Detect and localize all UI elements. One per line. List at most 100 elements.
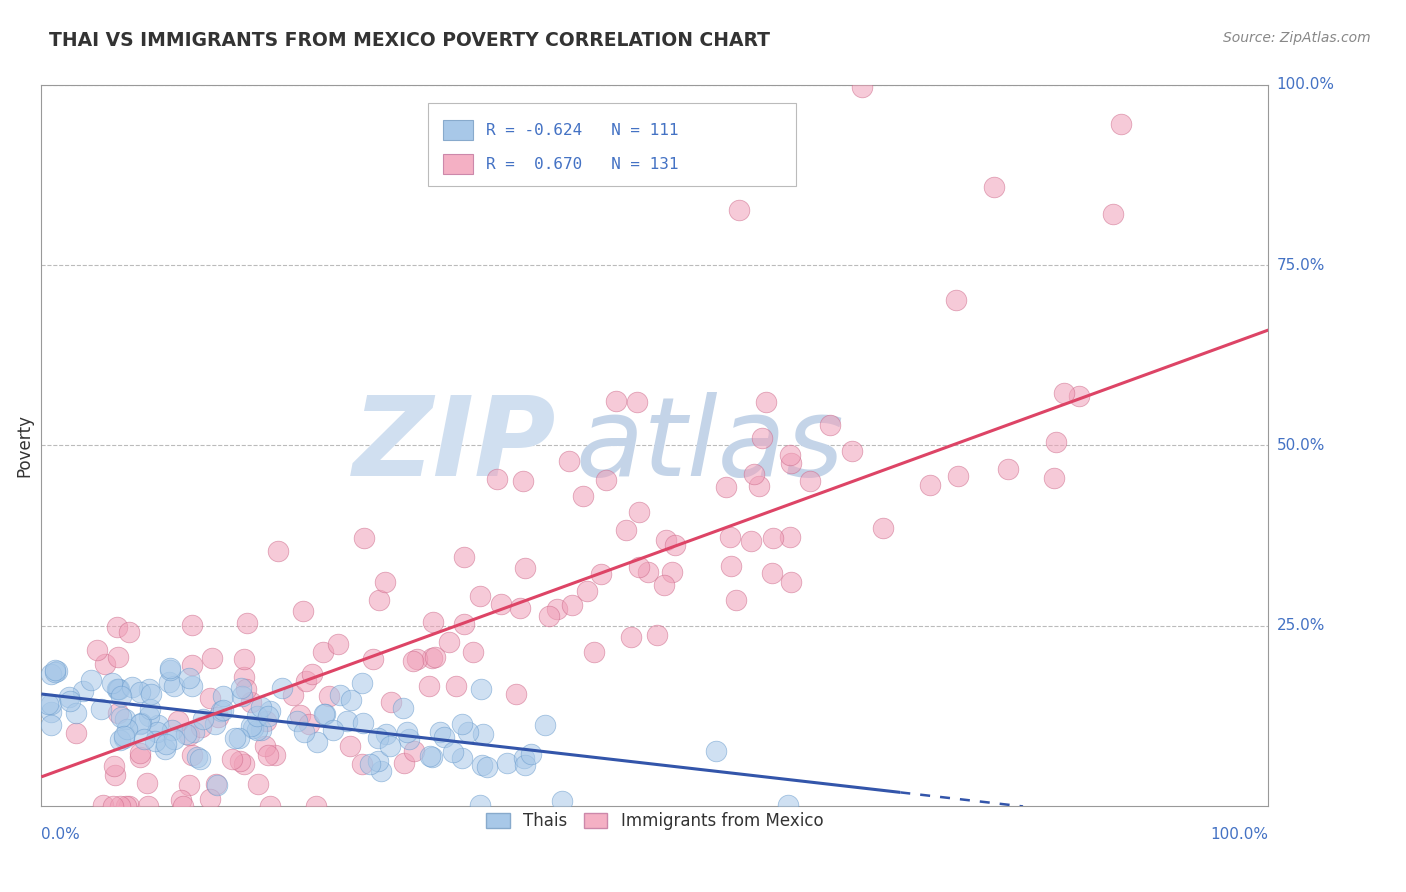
Point — [104, 768, 127, 782]
Point — [232, 757, 254, 772]
Point — [470, 682, 492, 697]
Point — [242, 721, 264, 735]
Point — [257, 708, 280, 723]
Point — [297, 717, 319, 731]
Point — [779, 531, 801, 545]
Point — [115, 722, 138, 736]
Point — [754, 395, 776, 409]
Point — [761, 566, 783, 581]
Point — [44, 665, 66, 680]
Point — [129, 716, 152, 731]
Point — [779, 448, 801, 462]
Point — [267, 543, 290, 558]
Point — [398, 732, 420, 747]
Point — [720, 122, 742, 136]
Point — [450, 750, 472, 764]
Point — [112, 729, 135, 743]
Point — [128, 684, 150, 698]
Point — [94, 657, 117, 671]
Y-axis label: Poverty: Poverty — [15, 414, 32, 477]
FancyBboxPatch shape — [427, 103, 796, 186]
Point — [221, 752, 243, 766]
Point — [645, 628, 668, 642]
Point — [254, 714, 277, 728]
Point — [367, 731, 389, 746]
Point — [605, 393, 627, 408]
Point — [209, 704, 232, 718]
Point — [179, 671, 201, 685]
Point — [339, 739, 361, 753]
Point — [779, 456, 801, 470]
Point — [519, 747, 541, 761]
Point — [329, 688, 352, 702]
Point — [143, 734, 166, 748]
Point — [193, 712, 215, 726]
Point — [118, 798, 141, 813]
Point — [224, 731, 246, 746]
Point — [392, 756, 415, 771]
Point — [352, 716, 374, 731]
Point — [779, 574, 801, 589]
Point — [207, 710, 229, 724]
Point — [39, 666, 62, 681]
Point — [177, 779, 200, 793]
Point — [107, 706, 129, 720]
Point — [571, 489, 593, 503]
Point — [229, 681, 252, 695]
Point — [58, 690, 80, 704]
Point — [1035, 65, 1057, 79]
Point — [748, 479, 770, 493]
Point — [704, 744, 727, 758]
Point — [229, 754, 252, 768]
Point — [39, 697, 62, 711]
Point — [108, 681, 131, 696]
Point — [112, 731, 135, 746]
Point — [101, 675, 124, 690]
Point — [312, 645, 335, 659]
Point — [443, 745, 465, 759]
FancyBboxPatch shape — [443, 154, 474, 174]
Point — [352, 675, 374, 690]
Text: atlas: atlas — [575, 392, 844, 499]
Point — [135, 776, 157, 790]
Point — [108, 798, 131, 813]
Point — [114, 798, 136, 813]
Point — [751, 431, 773, 445]
Point — [45, 664, 67, 678]
Point — [404, 744, 426, 758]
Point — [256, 747, 278, 762]
Point — [138, 682, 160, 697]
Point — [72, 684, 94, 698]
Point — [159, 663, 181, 677]
Point — [146, 718, 169, 732]
Point — [163, 731, 186, 746]
Point — [228, 731, 250, 745]
Point — [444, 679, 467, 693]
Point — [233, 652, 256, 666]
Point — [742, 467, 765, 481]
Point — [170, 793, 193, 807]
Point — [359, 757, 381, 772]
Point — [513, 561, 536, 575]
Point — [181, 657, 204, 672]
Point — [181, 617, 204, 632]
Point — [167, 714, 190, 728]
Point — [301, 667, 323, 681]
Point — [290, 707, 312, 722]
Point — [728, 202, 751, 217]
Point — [485, 472, 508, 486]
Point — [322, 723, 344, 738]
Point — [188, 751, 211, 765]
Point — [44, 664, 66, 678]
Point — [453, 549, 475, 564]
Point — [110, 690, 132, 704]
Point — [534, 717, 557, 731]
Point — [374, 574, 396, 589]
Point — [509, 600, 531, 615]
Point — [375, 727, 398, 741]
Text: 50.0%: 50.0% — [1277, 438, 1324, 453]
Point — [491, 597, 513, 611]
Point — [259, 798, 281, 813]
Point — [997, 462, 1019, 476]
Point — [589, 567, 612, 582]
